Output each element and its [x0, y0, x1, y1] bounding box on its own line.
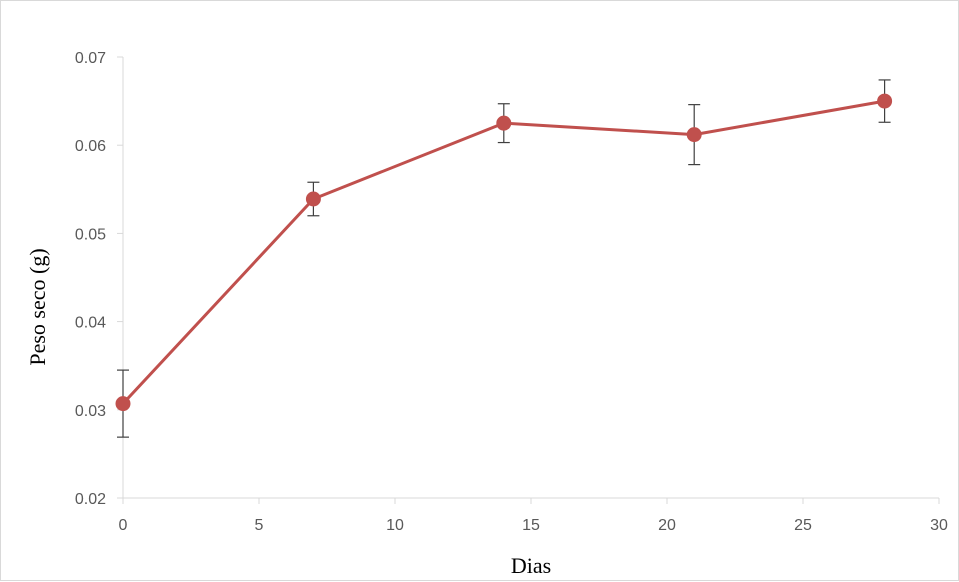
- error-bars: [117, 79, 891, 438]
- data-point: [877, 93, 893, 109]
- data-point: [305, 191, 321, 207]
- data-points: [115, 93, 893, 412]
- y-tick-label: 0.02: [75, 491, 106, 508]
- x-tick-label: 0: [119, 517, 128, 534]
- series-line: [121, 99, 885, 405]
- x-tick-label: 5: [255, 517, 264, 534]
- y-tick-label: 0.07: [75, 50, 106, 67]
- y-axis-title: Peso seco (g): [25, 248, 50, 365]
- x-tick-label: 25: [794, 517, 812, 534]
- y-tick-label: 0.03: [75, 403, 106, 420]
- x-tick-label: 10: [386, 517, 404, 534]
- data-point: [496, 115, 512, 131]
- x-tick-label: 30: [930, 517, 948, 534]
- y-tick-label: 0.04: [75, 315, 106, 332]
- y-tick-label: 0.05: [75, 226, 106, 243]
- data-point: [115, 396, 131, 412]
- x-tick-label: 15: [522, 517, 540, 534]
- tick-labels: 0.02 0.03 0.04 0.05 0.06 0.07 0 5 10 15 20 25 30: [75, 50, 948, 534]
- series-lines: [121, 99, 885, 405]
- data-point: [686, 127, 702, 143]
- x-tick-label: 20: [658, 517, 676, 534]
- y-tick-label: 0.06: [75, 138, 106, 155]
- x-axis-title: Dias: [511, 553, 551, 578]
